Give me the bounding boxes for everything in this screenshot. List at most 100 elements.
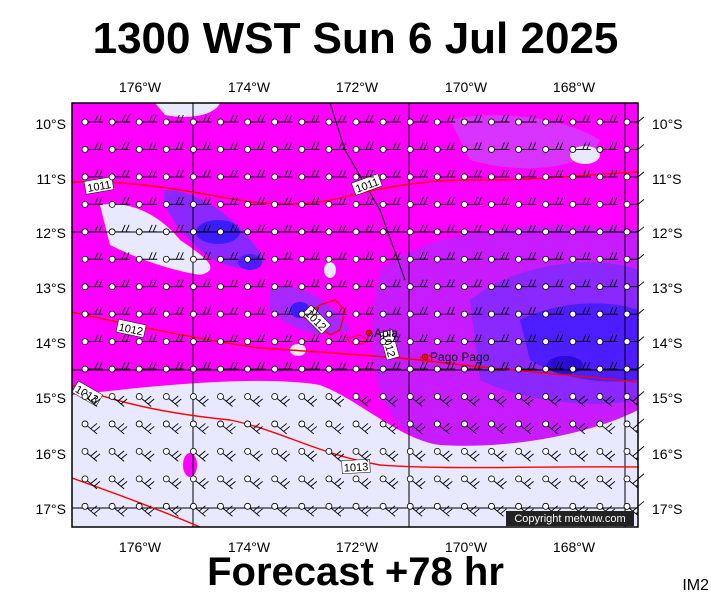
station-marker [433,118,441,126]
station-marker [271,447,279,455]
edge-barbs [637,116,645,507]
station-marker [623,283,631,291]
station-marker [515,338,522,346]
edge-barb [637,363,645,370]
station-marker [406,475,414,483]
station-marker [406,393,414,400]
station-marker [623,255,631,263]
station-marker [298,365,306,373]
station-marker [135,475,143,483]
station-marker [162,228,170,236]
station-marker [352,447,360,455]
map-frame [71,102,639,528]
lat-tick-label: 11°S [652,171,681,187]
station-marker [352,173,360,181]
station-marker [352,255,360,263]
station-marker [189,283,197,291]
station-marker [271,173,279,181]
rain-area [183,453,197,477]
station-marker [596,118,604,126]
pago-pago-marker [421,353,429,361]
station-marker [352,420,360,428]
lat-tick-label: 12°S [35,225,66,241]
edge-barb [637,171,645,178]
station-marker [352,393,360,400]
station-marker [135,118,143,126]
station-marker [271,393,279,400]
station-marker [325,420,333,428]
station-marker [217,173,224,181]
station-marker [325,310,333,318]
station-marker [406,228,414,236]
station-marker [189,338,197,346]
station-marker [352,475,360,483]
station-marker [108,228,116,236]
lat-tick-label: 13°S [652,280,683,296]
station-marker [352,310,360,318]
station-marker [244,447,252,455]
station-marker [108,393,116,400]
lon-tick-label: 176°W [119,79,162,95]
station-marker [406,283,414,291]
station-marker [244,420,252,428]
station-marker [596,393,604,400]
station-marker [379,393,387,400]
lat-tick-label: 12°S [652,225,683,241]
isobar-label: 1013 [344,461,369,474]
station-marker [244,200,252,208]
station-marker [217,118,224,126]
station-marker [569,475,577,483]
station-marker [298,283,306,291]
station-marker [244,365,252,373]
station-marker [352,200,360,208]
station-marker [135,173,143,181]
station-marker [542,146,550,153]
station-marker [325,502,333,510]
station-marker [271,502,279,510]
station-marker [81,146,89,153]
station-marker [271,283,279,291]
station-marker [379,200,387,208]
station-marker [515,393,522,400]
station-marker [189,420,197,428]
station-marker [108,118,116,126]
edge-barb [637,226,645,233]
edge-barb [637,391,645,397]
station-marker [298,228,306,236]
edge-barb [637,199,645,205]
station-marker [433,255,441,263]
station-marker [460,502,468,510]
copyright-text: Copyright metvuw.com [514,513,625,525]
station-marker [162,146,170,153]
station-marker [244,310,252,318]
station-marker [244,338,252,346]
lon-tick-label: 168°W [553,79,596,95]
station-marker [596,447,604,455]
station-marker [217,283,224,291]
station-marker [596,475,604,483]
station-marker [433,283,441,291]
station-marker [271,118,279,126]
station-marker [325,447,333,455]
station-marker [81,338,89,346]
station-marker [488,255,495,263]
station-marker [162,283,170,291]
station-marker [433,393,441,400]
station-marker [271,146,279,153]
station-marker [271,255,279,263]
station-marker [569,228,577,236]
lat-ticks-right: 10°S 11°S 12°S 13°S 14°S 15°S 16°S 17°S [652,116,683,517]
station-marker [81,228,89,236]
station-marker [352,365,360,373]
station-marker [623,475,631,483]
lat-tick-label: 15°S [652,390,683,406]
station-marker [189,365,197,373]
station-marker [352,118,360,126]
station-marker [108,255,116,263]
station-marker [189,502,197,510]
station-marker [460,310,468,318]
station-marker [460,283,468,291]
station-marker [81,118,89,126]
station-marker [162,200,170,208]
copyright-box: Copyright metvuw.com [506,511,634,526]
